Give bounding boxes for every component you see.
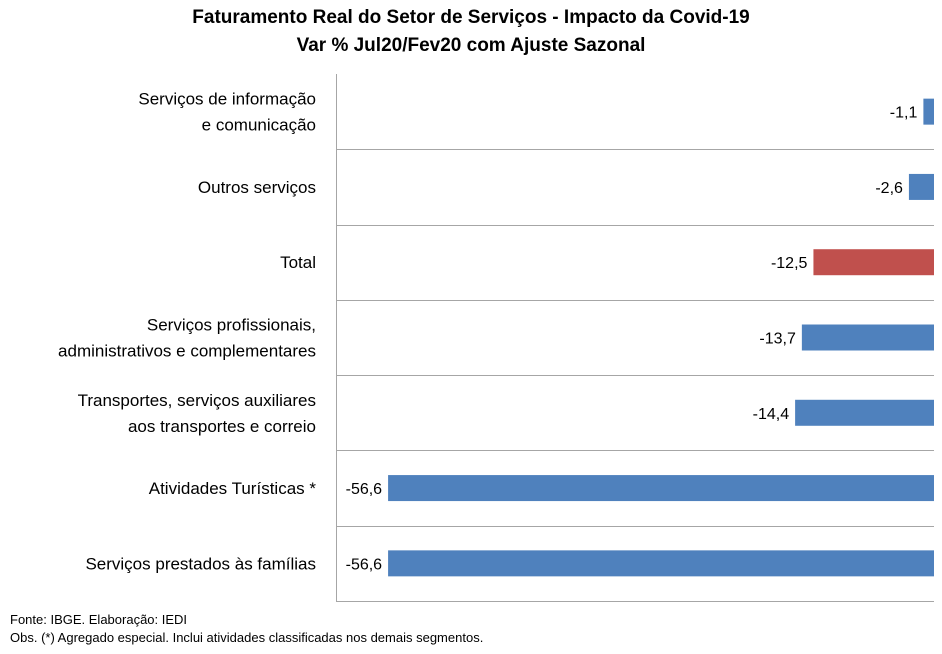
data-label: -12,5 <box>771 255 808 272</box>
category-label: administrativos e complementares <box>58 342 316 361</box>
category-label: Transportes, serviços auxiliares <box>78 391 316 410</box>
chart-title: Faturamento Real do Setor de Serviços - … <box>192 7 750 28</box>
bar <box>388 475 934 502</box>
category-label: Serviços prestados às famílias <box>85 554 316 573</box>
footnote: Obs. (*) Agregado especial. Inclui ativi… <box>10 630 484 645</box>
bar <box>795 399 934 426</box>
chart-subtitle: Var % Jul20/Fev20 com Ajuste Sazonal <box>296 35 646 56</box>
category-label: Serviços de informação <box>138 90 316 109</box>
bar <box>813 249 934 276</box>
bar <box>801 324 934 351</box>
category-label: Atividades Turísticas * <box>149 479 317 498</box>
bar <box>923 98 934 125</box>
data-label: -1,1 <box>890 105 918 122</box>
data-label: -56,6 <box>346 481 383 498</box>
bar <box>908 173 934 200</box>
category-label: Serviços profissionais, <box>147 316 316 335</box>
data-label: -2,6 <box>875 180 903 197</box>
category-label: Total <box>280 253 316 272</box>
data-label: -56,6 <box>346 556 383 573</box>
data-label: -13,7 <box>759 331 796 348</box>
category-label: e comunicação <box>202 116 316 135</box>
category-label: aos transportes e correio <box>128 417 316 436</box>
source-note: Fonte: IBGE. Elaboração: IEDI <box>10 612 188 627</box>
category-label: Outros serviços <box>198 178 316 197</box>
data-label: -14,4 <box>753 406 790 423</box>
bar <box>388 550 934 577</box>
